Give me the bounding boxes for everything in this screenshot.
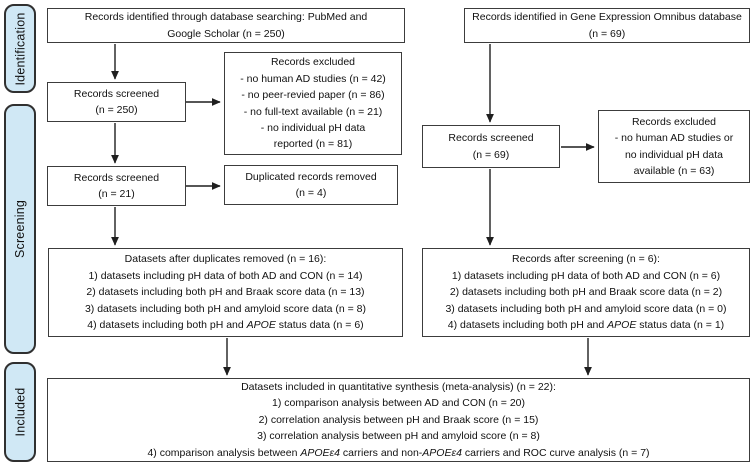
box-records-screened-250-line1: Records screened bbox=[73, 87, 160, 100]
stage-screening: Screening bbox=[4, 104, 36, 354]
apoe-gene-italic: APOE bbox=[246, 319, 276, 332]
final-item4-pre: 4) comparison analysis between bbox=[147, 446, 301, 459]
box-included-meta-analysis: Datasets included in quantitative synthe… bbox=[47, 378, 750, 462]
box-records-screened-21-line1: Records screened bbox=[73, 171, 160, 184]
apoe-e4-gene-italic: APOEε4 bbox=[422, 446, 462, 459]
datasets-left-item4: 4) datasets including both pH and APOE s… bbox=[87, 317, 363, 333]
box-records-screened-69-line2: (n = 69) bbox=[472, 148, 510, 161]
box-database-identified-line2: Google Scholar (n = 250) bbox=[167, 27, 285, 40]
box-duplicates-removed: Duplicated records removed (n = 4) bbox=[224, 165, 398, 205]
stage-included: Included bbox=[4, 362, 36, 462]
stage-included-label: Included bbox=[13, 387, 27, 437]
box-duplicates-removed-line2: (n = 4) bbox=[295, 187, 327, 199]
excluded-right-item1: - no human AD studies or bbox=[614, 132, 734, 145]
box-records-screened-21: Records screened (n = 21) bbox=[47, 166, 186, 206]
datasets-left-item2: 2) datasets including both pH and Braak … bbox=[86, 286, 365, 299]
box-records-screened-250: Records screened (n = 250) bbox=[47, 82, 186, 122]
apoe-e4-gene-italic: APOEε4 bbox=[300, 446, 340, 459]
final-item1: 1) comparison analysis between AD and CO… bbox=[272, 397, 525, 410]
excluded-right-item2: no individual pH data bbox=[624, 148, 724, 161]
excluded-right-item3: available (n = 63) bbox=[633, 164, 715, 177]
final-title: Datasets included in quantitative synthe… bbox=[241, 380, 556, 393]
box-records-screened-69: Records screened (n = 69) bbox=[422, 125, 560, 168]
box-database-identified: Records identified through database sear… bbox=[47, 8, 405, 43]
box-geo-identified-line1: Records identified in Gene Expression Om… bbox=[472, 11, 742, 24]
excluded-left-title: Records excluded bbox=[270, 56, 356, 69]
final-item2: 2) correlation analysis between pH and B… bbox=[258, 413, 539, 426]
datasets-right-item4: 4) datasets including both pH and APOE s… bbox=[448, 317, 724, 333]
datasets-left-item4-post: status data (n = 6) bbox=[275, 319, 364, 332]
final-item4: 4) comparison analysis between APOEε4 ca… bbox=[147, 445, 649, 461]
box-records-screened-21-line2: (n = 21) bbox=[98, 188, 135, 200]
stage-screening-label: Screening bbox=[13, 199, 27, 259]
datasets-right-title: Records after screening (n = 6): bbox=[512, 253, 660, 266]
excluded-left-item4a: - no individual pH data bbox=[260, 121, 366, 134]
stage-identification: Identification bbox=[4, 4, 36, 93]
final-item4-mid: carriers and non- bbox=[340, 446, 423, 459]
excluded-left-item1: - no human AD studies (n = 42) bbox=[240, 72, 386, 85]
apoe-gene-italic: APOE bbox=[607, 319, 637, 332]
excluded-right-title: Records excluded bbox=[631, 115, 717, 128]
box-records-excluded-right: Records excluded - no human AD studies o… bbox=[598, 110, 750, 183]
datasets-left-title: Datasets after duplicates removed (n = 1… bbox=[124, 253, 327, 266]
datasets-right-item4-pre: 4) datasets including both pH and bbox=[447, 319, 608, 332]
final-item3: 3) correlation analysis between pH and a… bbox=[257, 430, 540, 443]
box-geo-identified-line2: (n = 69) bbox=[588, 27, 626, 40]
box-records-screened-250-line2: (n = 250) bbox=[95, 104, 138, 116]
datasets-right-item2: 2) datasets including both pH and Braak … bbox=[449, 286, 723, 299]
datasets-right-item1: 1) datasets including pH data of both AD… bbox=[451, 269, 721, 282]
excluded-left-item3: - no full-text available (n = 21) bbox=[243, 105, 383, 118]
box-duplicates-removed-line1: Duplicated records removed bbox=[245, 170, 377, 183]
box-records-excluded-left: Records excluded - no human AD studies (… bbox=[224, 52, 402, 155]
excluded-left-item2: - no peer-revied paper (n = 86) bbox=[241, 89, 385, 102]
box-geo-identified: Records identified in Gene Expression Om… bbox=[464, 8, 750, 43]
box-database-identified-line1: Records identified through database sear… bbox=[84, 11, 368, 24]
datasets-left-item1: 1) datasets including pH data of both AD… bbox=[88, 269, 363, 282]
box-datasets-after-duplicates: Datasets after duplicates removed (n = 1… bbox=[48, 248, 403, 337]
box-records-screened-69-line1: Records screened bbox=[448, 132, 534, 145]
box-records-after-screening: Records after screening (n = 6): 1) data… bbox=[422, 248, 750, 337]
datasets-right-item3: 3) datasets including both pH and amyloi… bbox=[445, 302, 727, 315]
datasets-left-item4-pre: 4) datasets including both pH and bbox=[87, 319, 247, 332]
datasets-right-item4-post: status data (n = 1) bbox=[636, 319, 725, 332]
datasets-left-item3: 3) datasets including both pH and amyloi… bbox=[84, 302, 367, 315]
excluded-left-item4b: reported (n = 81) bbox=[273, 138, 353, 151]
final-item4-post: carriers and ROC curve analysis (n = 7) bbox=[461, 446, 650, 459]
stage-identification-label: Identification bbox=[13, 12, 28, 85]
